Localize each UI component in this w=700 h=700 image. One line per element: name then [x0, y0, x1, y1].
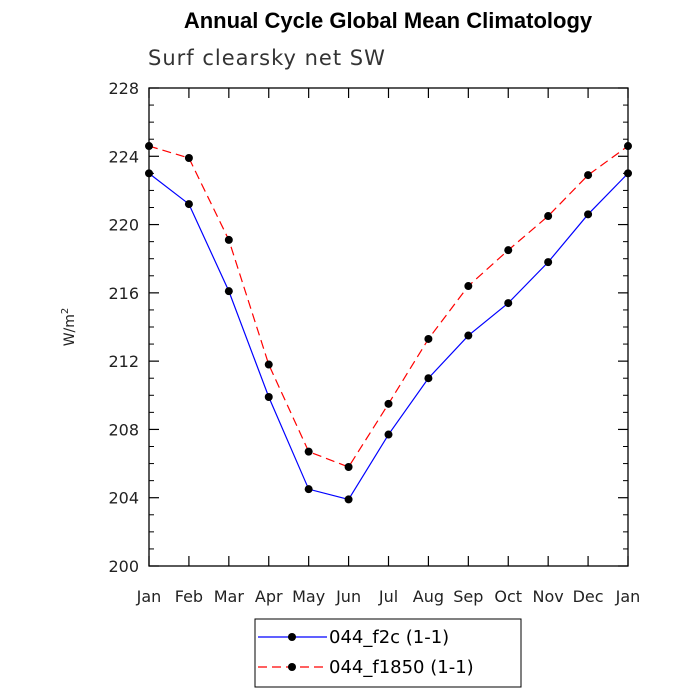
series-line-2	[148, 145, 629, 468]
legend-box	[254, 618, 522, 688]
series-1-point	[184, 200, 193, 209]
x-tick-label: Jul	[378, 587, 398, 606]
y-axis-label-superscript: 2	[60, 308, 71, 314]
y-tick-label: 208	[108, 420, 139, 439]
x-tick-label: Aug	[413, 587, 444, 606]
chart-title: Annual Cycle Global Mean Climatology	[183, 8, 593, 33]
series-2-point	[464, 282, 473, 291]
y-tick-label: 216	[108, 284, 139, 303]
series-2-point	[424, 334, 433, 343]
series-1-point	[304, 485, 313, 494]
series-2-point	[145, 142, 153, 151]
legend-marker-2	[288, 663, 296, 671]
plot-frame	[148, 87, 629, 567]
y-tick-label: 228	[108, 79, 139, 98]
series-1-point	[464, 331, 473, 340]
x-tick-label: Apr	[255, 587, 283, 606]
series-2-point	[624, 142, 632, 151]
series-1-point	[424, 374, 433, 383]
series-1-point	[145, 169, 153, 178]
y-tick-label: 212	[108, 352, 139, 371]
series-1-point	[344, 495, 353, 504]
y-axis-label-text: W/m	[62, 314, 78, 346]
chart-subtitle: Surf clearsky net SW	[148, 46, 386, 70]
series-2-point	[504, 246, 513, 255]
y-tick-label: 220	[108, 216, 139, 235]
series-2-point	[224, 235, 233, 244]
legend-marker-1	[288, 633, 296, 641]
x-tick-label: Jan	[615, 587, 641, 606]
series-1-point	[224, 287, 233, 296]
series-2-point	[304, 447, 313, 456]
series-2-point	[584, 171, 593, 180]
series-2-point	[344, 462, 353, 471]
legend-label-2: 044_f1850 (1-1)	[329, 657, 474, 678]
x-tick-label: Jun	[335, 587, 361, 606]
x-tick-label: Mar	[214, 587, 245, 606]
series-2-point	[264, 360, 273, 369]
x-tick-label: Feb	[175, 587, 203, 606]
y-tick-label: 204	[108, 489, 139, 508]
series-1-point	[504, 299, 513, 308]
series-1-point	[584, 210, 593, 219]
series-1-point	[624, 169, 632, 178]
series-1-point	[264, 392, 273, 401]
y-tick-label: 200	[108, 557, 139, 576]
y-axis-label: W/m2	[60, 308, 78, 347]
series-2-point	[184, 153, 193, 162]
series-1-point	[544, 258, 553, 267]
y-tick-label: 224	[108, 147, 139, 166]
x-tick-label: Nov	[533, 587, 564, 606]
series-1-point	[384, 430, 393, 439]
x-tick-label: Sep	[453, 587, 483, 606]
x-tick-label: May	[292, 587, 325, 606]
series-2-point	[384, 399, 393, 408]
x-tick-label: Jan	[136, 587, 162, 606]
x-tick-label: Oct	[494, 587, 522, 606]
legend-label-1: 044_f2c (1-1)	[329, 627, 449, 648]
x-tick-label: Dec	[573, 587, 604, 606]
series-2-point	[544, 212, 553, 221]
